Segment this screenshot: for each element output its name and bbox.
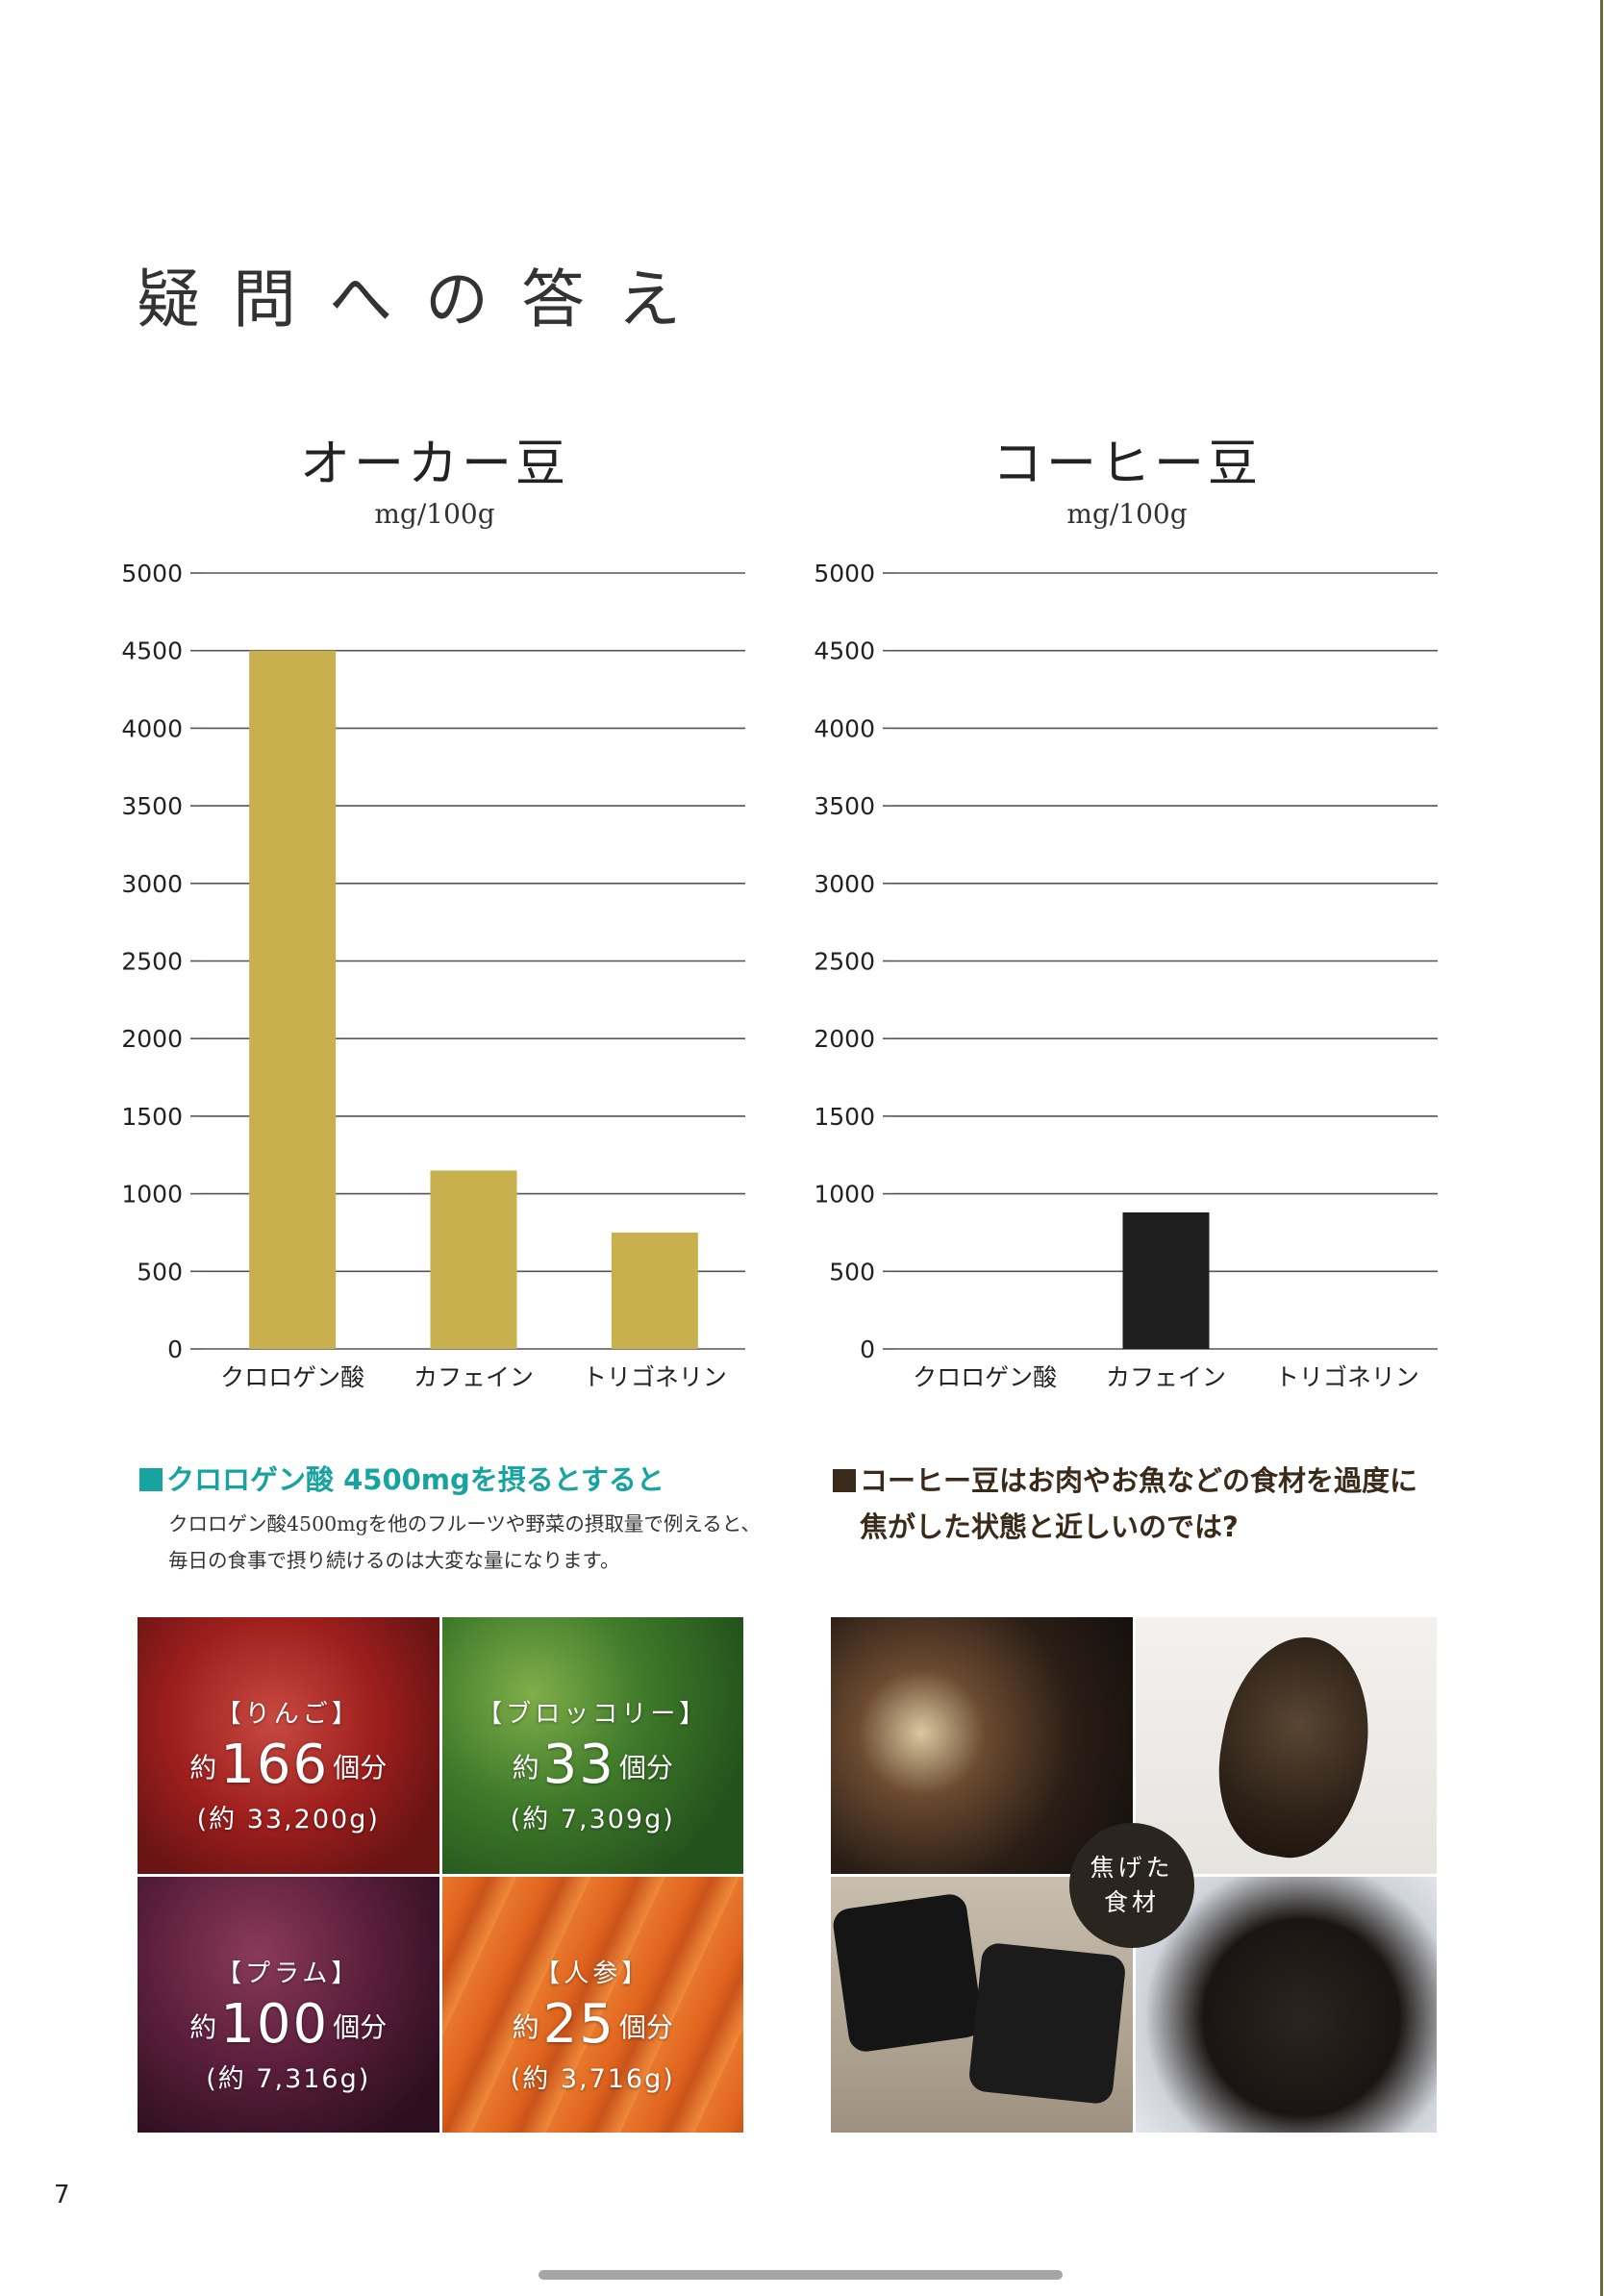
chlorogenic-section-title: クロロゲン酸 4500mgを摂るとすると xyxy=(139,1458,664,1498)
y-tick-label: 5000 xyxy=(814,560,875,587)
tile-weight: (約 33,200g) xyxy=(196,1805,380,1834)
burnt-vegetables-photo xyxy=(831,1617,1133,1874)
y-tick-label: 500 xyxy=(829,1258,875,1285)
square-bullet-icon xyxy=(139,1468,163,1491)
chlorogenic-description: クロロゲン酸4500mgを他のフルーツや野菜の摂取量で例えると、 毎日の食事で摂… xyxy=(168,1506,761,1579)
y-tick-label: 2500 xyxy=(121,948,183,976)
tile-weight: (約 3,716g) xyxy=(510,2063,675,2094)
y-tick-label: 0 xyxy=(860,1335,875,1363)
square-bullet-icon xyxy=(833,1469,856,1492)
y-tick-label: 2000 xyxy=(814,1025,875,1053)
y-tick-label: 2500 xyxy=(814,948,875,976)
bar-1 xyxy=(1122,1211,1210,1349)
page-heading: 疑問への答え xyxy=(137,262,714,337)
tile-name: 【プラム】 xyxy=(216,1959,361,1988)
page-number: 7 xyxy=(54,2181,70,2209)
oka-bean-chart: 0 500 1000 1500 2000 2500 3000 3500 4000 4500 5000… xyxy=(121,560,745,1391)
y-tick-label: 4500 xyxy=(121,637,183,665)
badge-line: 食材 xyxy=(1103,1888,1160,1916)
y-tick-label: 3500 xyxy=(814,792,875,820)
y-tick-label: 2000 xyxy=(121,1025,183,1053)
chart-title-oka: オーカー豆 xyxy=(299,436,569,493)
tile-name: 【人参】 xyxy=(535,1959,651,1988)
chart-unit-oka: mg/100g xyxy=(374,498,495,530)
chart-unit-coffee: mg/100g xyxy=(1066,498,1188,530)
tile-weight: (約 7,309g) xyxy=(510,1805,675,1834)
y-tick-label: 4000 xyxy=(121,714,183,742)
y-tick-label: 3500 xyxy=(121,792,183,820)
chlorogenic-section-title-text: クロロゲン酸 4500mgを摂るとすると xyxy=(166,1463,664,1496)
tile-count: 25 xyxy=(542,1992,615,2056)
bar-1 xyxy=(430,1170,517,1349)
tile-count: 33 xyxy=(542,1734,615,1796)
y-tick-label: 500 xyxy=(137,1258,183,1285)
description-line: 毎日の食事で摂り続けるのは大変な量になります。 xyxy=(168,1549,620,1572)
chart-title-coffee: コーヒー豆 xyxy=(991,436,1262,493)
y-tick-label: 1000 xyxy=(121,1181,183,1209)
y-tick-label: 4500 xyxy=(814,637,875,665)
x-category-label: カフェイン xyxy=(1106,1363,1226,1391)
description-line: クロロゲン酸4500mgを他のフルーツや野菜の摂取量で例えると、 xyxy=(168,1512,761,1535)
y-tick-label: 0 xyxy=(167,1335,183,1363)
tile-count: 166 xyxy=(220,1734,330,1796)
y-tick-label: 5000 xyxy=(121,560,183,587)
x-category-label: クロロゲン酸 xyxy=(913,1363,1057,1391)
home-indicator[interactable] xyxy=(539,2270,1063,2280)
coffee-section-line2: 焦がした状態と近しいのでは? xyxy=(860,1510,1239,1543)
tile-count: 100 xyxy=(220,1992,330,2056)
coffee-section-line1: コーヒー豆はお肉やお魚などの食材を過度に xyxy=(860,1464,1418,1497)
coffee-bean-chart: 0 500 1000 1500 2000 2500 3000 3500 4000 4500 5000… xyxy=(814,560,1438,1391)
burnt-food-badge: 焦げた 食材 xyxy=(1069,1823,1194,1948)
bar-0 xyxy=(249,650,337,1349)
badge-line: 焦げた xyxy=(1090,1854,1174,1882)
y-tick-label: 1500 xyxy=(121,1103,183,1131)
tile-name: 【りんご】 xyxy=(215,1700,361,1729)
y-tick-label: 1000 xyxy=(814,1181,875,1209)
y-tick-label: 3000 xyxy=(121,870,183,898)
page-edge xyxy=(1600,0,1603,2296)
tile-weight: (約 7,316g) xyxy=(206,2063,371,2094)
apple-tile: 【りんご】 約166 個分 (約 33,200g) xyxy=(138,1617,439,1874)
bar-2 xyxy=(611,1232,698,1349)
tile-name: 【ブロッコリー】 xyxy=(477,1700,709,1729)
plum-tile: 【プラム】 約100 個分 (約 7,316g) xyxy=(138,1876,439,2133)
burnt-fish-photo xyxy=(1135,1617,1437,1874)
y-tick-label: 3000 xyxy=(814,870,875,898)
x-category-label: トリゴネリン xyxy=(583,1363,727,1391)
x-category-label: クロロゲン酸 xyxy=(220,1363,364,1391)
burnt-meat-photo xyxy=(1135,1876,1437,2133)
carrot-tile: 【人参】 約25 個分 (約 3,716g) xyxy=(441,1876,743,2133)
x-category-label: カフェイン xyxy=(414,1363,534,1391)
y-tick-label: 1500 xyxy=(814,1103,875,1131)
x-category-label: トリゴネリン xyxy=(1275,1363,1419,1391)
food-comparison-grid: 【りんご】 約166 個分 (約 33,200g) 【ブロッコリー】 約33 個分 … xyxy=(138,1617,743,2133)
y-tick-label: 4000 xyxy=(814,714,875,742)
coffee-section-title: コーヒー豆はお肉やお魚などの食材を過度に 焦がした状態と近しいのでは? xyxy=(833,1458,1417,1550)
broccoli-tile: 【ブロッコリー】 約33 個分 (約 7,309g) xyxy=(441,1617,743,1874)
